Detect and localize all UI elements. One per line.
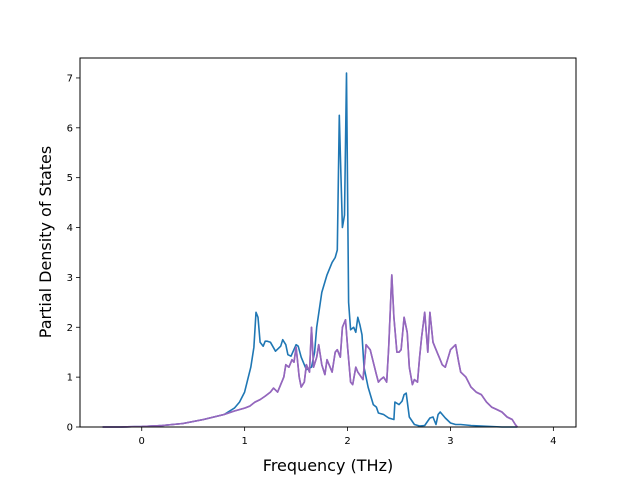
x-tick-label: 3 <box>447 436 453 447</box>
y-tick-label: 3 <box>67 273 73 284</box>
series-line-0 <box>102 72 518 428</box>
plot-area: 0 1 2 3 4 0 1 2 3 4 5 6 7 <box>67 57 577 447</box>
y-tick-label: 2 <box>67 323 73 334</box>
y-tick-label: 6 <box>67 123 73 134</box>
x-tick-label: 1 <box>241 436 247 447</box>
y-tick-label: 0 <box>67 423 73 434</box>
x-axis: 0 1 2 3 4 <box>139 427 557 447</box>
y-tick-label: 5 <box>67 173 73 184</box>
axes-frame <box>79 57 577 428</box>
y-axis: 0 1 2 3 4 5 6 7 <box>67 73 80 434</box>
y-tick-label: 1 <box>67 373 73 384</box>
x-tick-label: 0 <box>139 436 145 447</box>
x-tick-label: 4 <box>550 436 556 447</box>
x-tick-label: 2 <box>344 436 350 447</box>
y-tick-label: 7 <box>67 73 73 84</box>
y-tick-label: 4 <box>67 223 73 234</box>
series-line-2 <box>102 274 518 428</box>
y-axis-label: Partial Density of States <box>36 146 55 338</box>
series-layer <box>102 72 518 428</box>
x-axis-label: Frequency (THz) <box>263 456 393 475</box>
